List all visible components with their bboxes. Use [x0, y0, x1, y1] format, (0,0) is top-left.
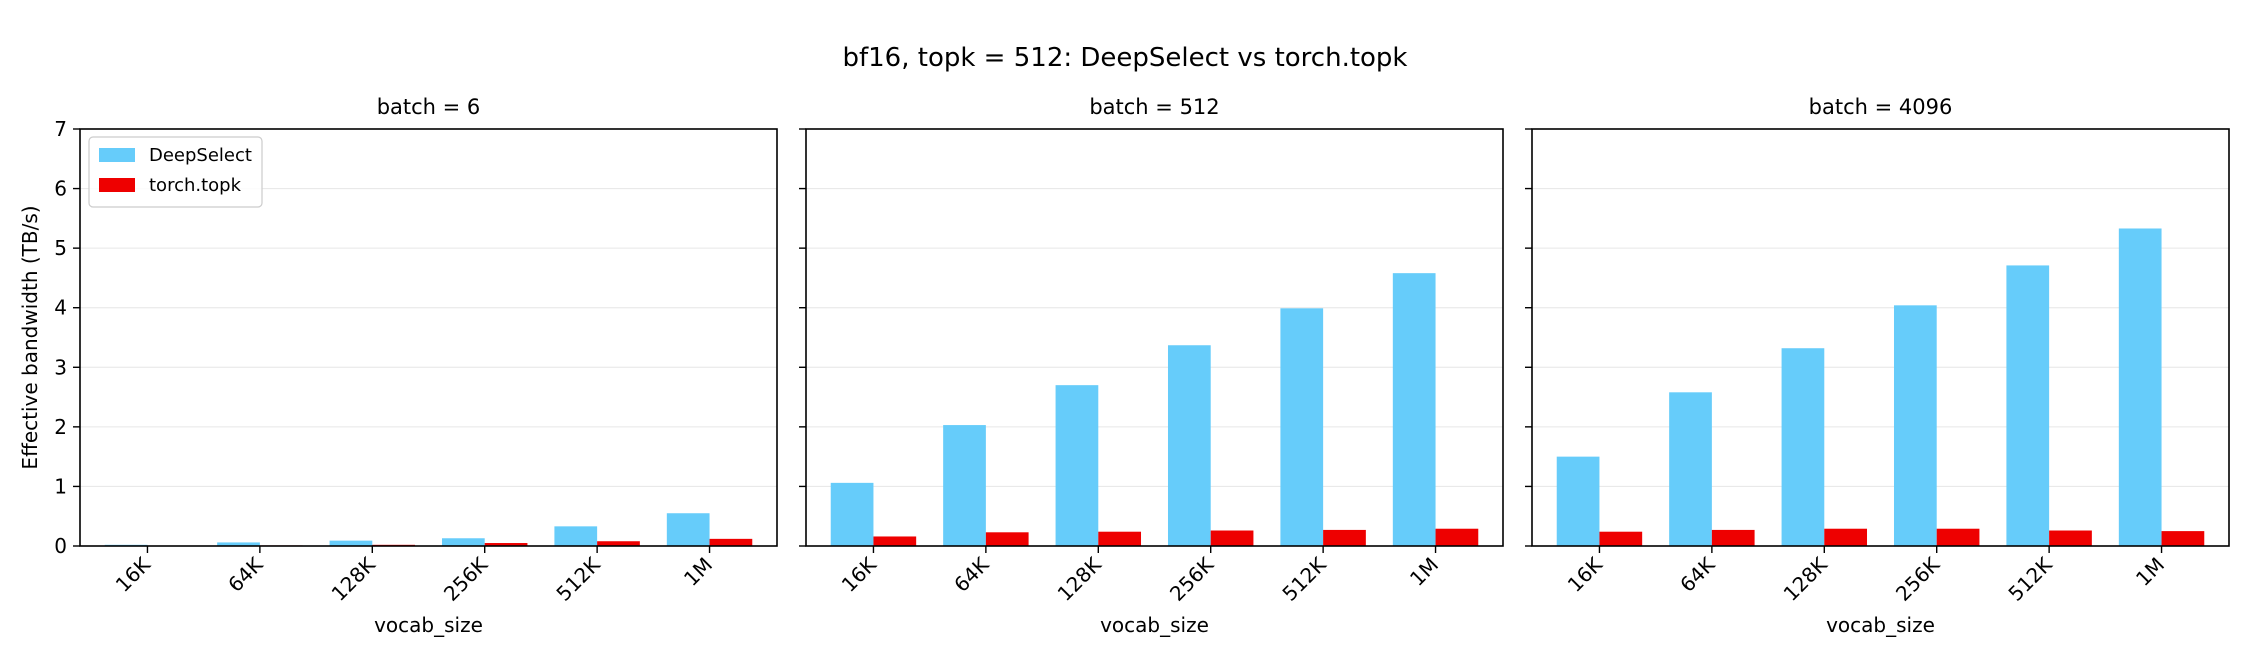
bar-torch-topk: [1599, 532, 1642, 546]
x-axis-label: vocab_size: [374, 613, 483, 637]
x-tick-label: 512K: [551, 552, 605, 606]
bar-deepselect: [442, 538, 485, 546]
bar-torch-topk: [2049, 531, 2092, 546]
bar-torch-topk: [1824, 529, 1867, 546]
bar-torch-topk: [1712, 530, 1755, 546]
panel-title: batch = 512: [1089, 95, 1219, 119]
x-tick-label: 1M: [2131, 553, 2169, 591]
bar-deepselect: [1280, 308, 1323, 546]
chart-panel-1: 0 1 2 3 4 5 6 7 16K 64K 128K 256K 512K 1M batch = 6 voc…: [18, 95, 777, 637]
bar-deepselect: [1168, 345, 1211, 546]
x-tick-label: 512K: [1277, 552, 1331, 606]
bar-torch-topk: [710, 539, 753, 546]
panel-title: batch = 4096: [1809, 95, 1953, 119]
bar-deepselect: [2119, 228, 2162, 546]
x-axis-label: vocab_size: [1826, 613, 1935, 637]
x-tick-label: 16K: [1563, 552, 1608, 597]
x-tick-label: 1M: [1405, 553, 1443, 591]
bar-deepselect: [554, 526, 597, 546]
y-tick-label: 0: [54, 534, 67, 558]
legend-swatch: [99, 148, 135, 162]
bar-deepselect: [667, 513, 710, 546]
chart-panel-2: 16K 64K 128K 256K 512K 1M batch = 512 vocab_siz…: [799, 95, 1503, 637]
x-tick-label: 256K: [1165, 552, 1219, 606]
x-tick-label: 128K: [1779, 552, 1833, 606]
x-tick-label: 16K: [837, 552, 882, 597]
chart-panel-3: 16K 64K 128K 256K 512K 1M batch = 4096 vocab_si…: [1525, 95, 2229, 637]
y-tick-label: 4: [54, 296, 67, 320]
y-tick-label: 1: [54, 474, 67, 498]
bar-deepselect: [1782, 348, 1825, 546]
bar-torch-topk: [1098, 532, 1141, 546]
bar-deepselect: [831, 483, 874, 546]
y-tick-label: 2: [54, 415, 67, 439]
bar-deepselect: [1894, 305, 1937, 546]
bar-deepselect: [943, 425, 986, 546]
x-tick-label: 16K: [111, 552, 156, 597]
bar-torch-topk: [873, 536, 916, 546]
panel-title: batch = 6: [377, 95, 481, 119]
x-tick-label: 64K: [949, 552, 994, 597]
y-axis-label: Effective bandwidth (TB/s): [18, 205, 42, 469]
x-tick-label: 256K: [1891, 552, 1945, 606]
x-tick-label: 1M: [679, 553, 717, 591]
y-tick-label: 6: [54, 177, 67, 201]
x-tick-label: 64K: [1675, 552, 1720, 597]
y-tick-label: 7: [54, 117, 67, 141]
bar-torch-topk: [986, 532, 1029, 546]
bar-torch-topk: [1436, 529, 1479, 546]
bar-deepselect: [330, 541, 373, 546]
x-tick-label: 128K: [327, 552, 381, 606]
bar-deepselect: [1393, 273, 1436, 546]
bar-torch-topk: [1937, 529, 1980, 546]
x-tick-label: 256K: [439, 552, 493, 606]
bar-torch-topk: [1323, 530, 1366, 546]
bar-torch-topk: [1211, 531, 1254, 546]
legend-label: DeepSelect: [149, 145, 252, 166]
bar-torch-topk: [2162, 531, 2205, 546]
x-axis-label: vocab_size: [1100, 613, 1209, 637]
y-tick-label: 5: [54, 236, 67, 260]
bar-deepselect: [1056, 385, 1099, 546]
x-tick-label: 64K: [223, 552, 268, 597]
y-tick-label: 3: [54, 355, 67, 379]
legend-swatch: [99, 178, 135, 192]
figure-title: bf16, topk = 512: DeepSelect vs torch.to…: [842, 43, 1407, 73]
bar-deepselect: [1669, 392, 1712, 546]
legend-label: torch.topk: [149, 175, 242, 196]
legend: DeepSelect torch.topk: [89, 137, 262, 207]
x-tick-label: 512K: [2003, 552, 2057, 606]
bar-deepselect: [1557, 457, 1600, 546]
x-tick-label: 128K: [1053, 552, 1107, 606]
bar-deepselect: [2006, 265, 2049, 546]
